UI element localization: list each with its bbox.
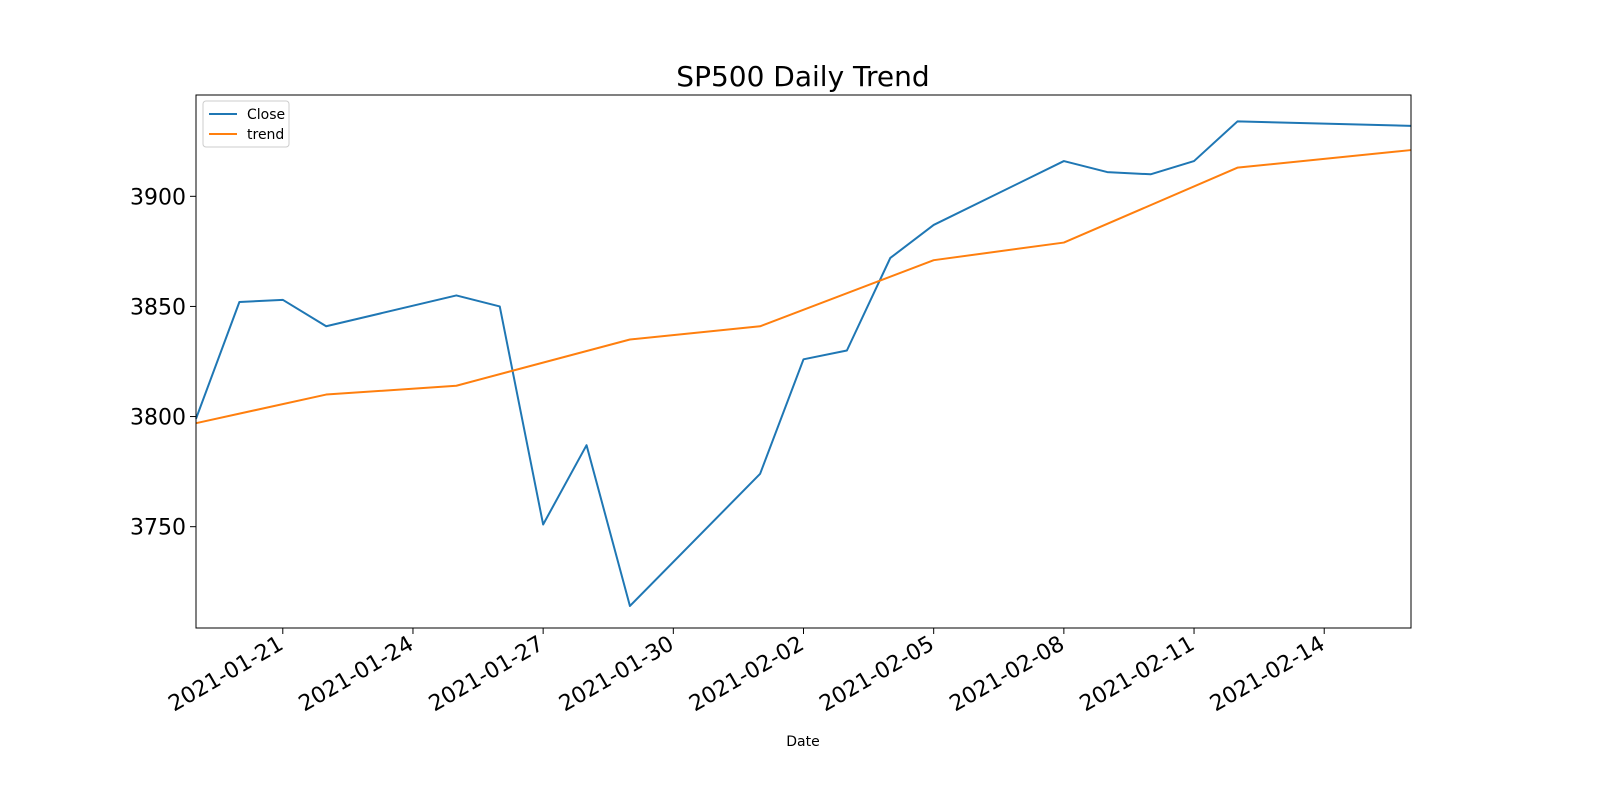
- x-axis-label: Date: [786, 734, 819, 750]
- x-tick-label: 2021-02-08: [946, 632, 1069, 718]
- x-tick-label: 2021-01-30: [555, 632, 678, 718]
- x-tick-label: 2021-02-02: [685, 632, 808, 718]
- legend: Close trend: [202, 100, 290, 148]
- series-line-trend: [195, 149, 1412, 425]
- x-tick-label: 2021-01-24: [295, 632, 418, 718]
- y-tick-label: 3750: [130, 516, 186, 541]
- x-tick-label: 2021-02-11: [1076, 632, 1199, 718]
- y-tick-label: 3850: [130, 295, 186, 320]
- y-tick-label: 3900: [130, 185, 186, 210]
- y-tick-label: 3800: [130, 406, 186, 431]
- x-tick-label: 2021-02-05: [815, 632, 938, 718]
- legend-label: trend: [247, 127, 284, 143]
- chart-title: SP500 Daily Trend: [676, 60, 929, 93]
- series-layer: [195, 120, 1412, 607]
- x-tick-label: 2021-02-14: [1206, 632, 1329, 718]
- x-tick-label: 2021-01-27: [425, 632, 548, 718]
- x-tick-label: 2021-01-21: [165, 632, 288, 718]
- legend-label: Close: [247, 107, 285, 123]
- legend-box: [202, 100, 290, 148]
- series-line-close: [195, 120, 1412, 607]
- plot-frame: [195, 94, 1412, 629]
